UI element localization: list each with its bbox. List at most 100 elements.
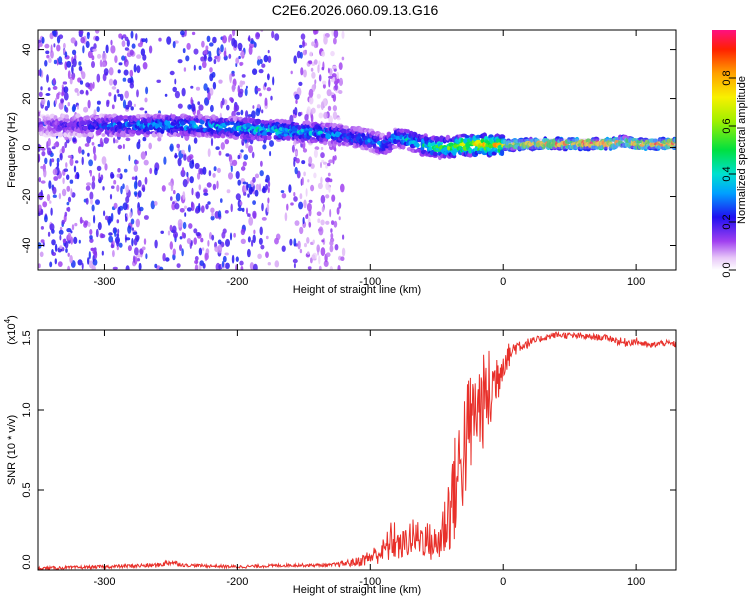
spectrogram-noise-cell — [334, 83, 338, 91]
spectrogram-noise-cell — [226, 189, 231, 194]
spectrogram-noise-cell — [91, 175, 96, 183]
spectrogram-noise-cell — [198, 202, 201, 212]
spectrogram-ridge-cell — [198, 124, 203, 128]
spectrogram-halo-cell — [617, 137, 621, 148]
snr-y-tick-label: 1.5 — [21, 330, 33, 345]
spectrogram-noise-cell — [211, 212, 214, 217]
spectrogram-noise-cell — [38, 177, 41, 183]
spectrogram-noise-cell — [327, 67, 330, 74]
spectrogram-noise-cell — [40, 208, 44, 216]
spectrogram-noise-cell — [110, 212, 114, 222]
spectrogram-noise-cell — [190, 96, 193, 105]
spectrogram-noise-cell — [47, 100, 50, 109]
colorbar-label: Normalized spectral amplitude — [736, 76, 748, 224]
spectrogram-noise-cell — [218, 150, 222, 156]
spectrogram-noise-cell — [103, 68, 109, 76]
spectrogram-noise-cell — [308, 199, 313, 203]
spectrogram-noise-cell — [139, 248, 144, 255]
spectrogram-noise-cell — [46, 54, 50, 59]
spectrogram-noise-cell — [126, 39, 130, 47]
colorbar-ticks: 0.0 0.2 0.4 0.6 0.8 — [721, 70, 736, 278]
spectrogram-noise-cell — [191, 202, 195, 212]
spectrogram-noise-cell — [76, 92, 80, 96]
spectrogram-noise-cell — [107, 219, 111, 226]
spectrogram-noise-cell — [221, 231, 226, 239]
spectrogram-noise-cell — [179, 236, 183, 240]
spectrogram-y-tick-label: 20 — [21, 92, 33, 104]
spectrogram-noise-cell — [111, 104, 115, 110]
spectrogram-ridge-cell — [101, 133, 106, 137]
spectrogram-noise-cell — [92, 81, 95, 89]
spectrogram-noise-cell — [331, 194, 336, 202]
spectrogram-marks — [38, 30, 676, 270]
spectrogram-noise-cell — [316, 211, 322, 216]
spectrogram-noise-cell — [134, 247, 139, 256]
spectrogram-noise-cell — [300, 33, 306, 40]
spectrogram-noise-cell — [121, 55, 126, 61]
spectrogram-halo-cell — [532, 138, 536, 150]
spectrogram-noise-cell — [230, 165, 233, 173]
spectrogram-noise-cell — [239, 61, 244, 66]
colorbar-tick-label: 0.8 — [721, 70, 733, 85]
spectrogram-noise-cell — [260, 244, 265, 250]
spectrogram-x-tick-label: 0 — [500, 276, 506, 288]
snr-x-tick-label: -200 — [226, 576, 248, 588]
spectrogram-noise-cell — [332, 105, 337, 112]
spectrogram-noise-cell — [129, 69, 134, 78]
spectrogram-noise-cell — [144, 110, 148, 114]
spectrogram-noise-cell — [131, 227, 134, 231]
spectrogram-noise-cell — [294, 150, 298, 156]
spectrogram-noise-cell — [56, 157, 60, 163]
spectrogram-noise-cell — [239, 260, 244, 266]
spectrogram-ridge-cell — [308, 130, 313, 136]
spectrogram-halo-cell — [529, 138, 533, 150]
spectrogram-noise-cell — [54, 97, 58, 105]
spectrogram-noise-cell — [246, 182, 249, 191]
spectrogram-noise-cell — [127, 225, 132, 234]
spectrogram-ridge-cell — [76, 132, 83, 138]
spectrogram-noise-cell — [38, 69, 41, 76]
spectrogram-noise-cell — [329, 244, 334, 253]
spectrogram-noise-cell — [117, 144, 123, 150]
spectrogram-noise-cell — [64, 241, 69, 249]
spectrogram-noise-cell — [58, 229, 64, 235]
spectrogram-noise-cell — [320, 219, 325, 226]
spectrogram-noise-cell — [267, 186, 270, 194]
spectrogram-noise-cell — [124, 47, 129, 51]
spectrogram-noise-cell — [323, 161, 327, 165]
spectrogram-noise-cell — [237, 154, 241, 160]
spectrogram-halo-cell — [604, 138, 608, 150]
spectrogram-noise-cell — [328, 78, 331, 88]
spectrogram-noise-cell — [309, 51, 313, 57]
spectrogram-noise-cell — [284, 212, 288, 222]
spectrogram-noise-cell — [175, 192, 181, 202]
spectrogram-ridge-cell — [164, 119, 171, 126]
spectrogram-noise-cell — [117, 228, 120, 235]
spectrogram-noise-cell — [99, 59, 103, 68]
spectrogram-noise-cell — [251, 239, 254, 247]
spectrogram-noise-cell — [87, 152, 90, 157]
spectrogram-noise-cell — [321, 239, 325, 243]
spectrogram-noise-cell — [200, 56, 205, 62]
spectrogram-noise-cell — [181, 231, 185, 239]
spectrogram-noise-cell — [296, 50, 301, 59]
spectrogram-noise-cell — [301, 160, 306, 165]
spectrogram-ridge-cell — [117, 115, 125, 121]
spectrogram-noise-cell — [87, 257, 90, 265]
spectrogram-noise-cell — [260, 160, 263, 167]
spectrogram-noise-cell — [118, 62, 123, 66]
spectrogram-noise-cell — [141, 38, 146, 43]
spectrogram-noise-cell — [271, 30, 275, 39]
spectrogram-noise-cell — [96, 73, 101, 83]
spectrogram-noise-cell — [67, 232, 72, 241]
spectrogram-noise-cell — [302, 217, 305, 225]
spectrogram-noise-cell — [194, 256, 199, 261]
spectrogram-noise-cell — [249, 262, 254, 270]
spectrogram-ridge-cell — [403, 132, 407, 136]
spectrogram-noise-cell — [154, 239, 158, 249]
spectrogram-noise-cell — [78, 30, 84, 35]
spectrogram-noise-cell — [44, 214, 48, 223]
snr-frame — [37, 329, 677, 571]
spectrogram-noise-cell — [142, 136, 147, 142]
spectrogram-noise-cell — [202, 166, 207, 175]
